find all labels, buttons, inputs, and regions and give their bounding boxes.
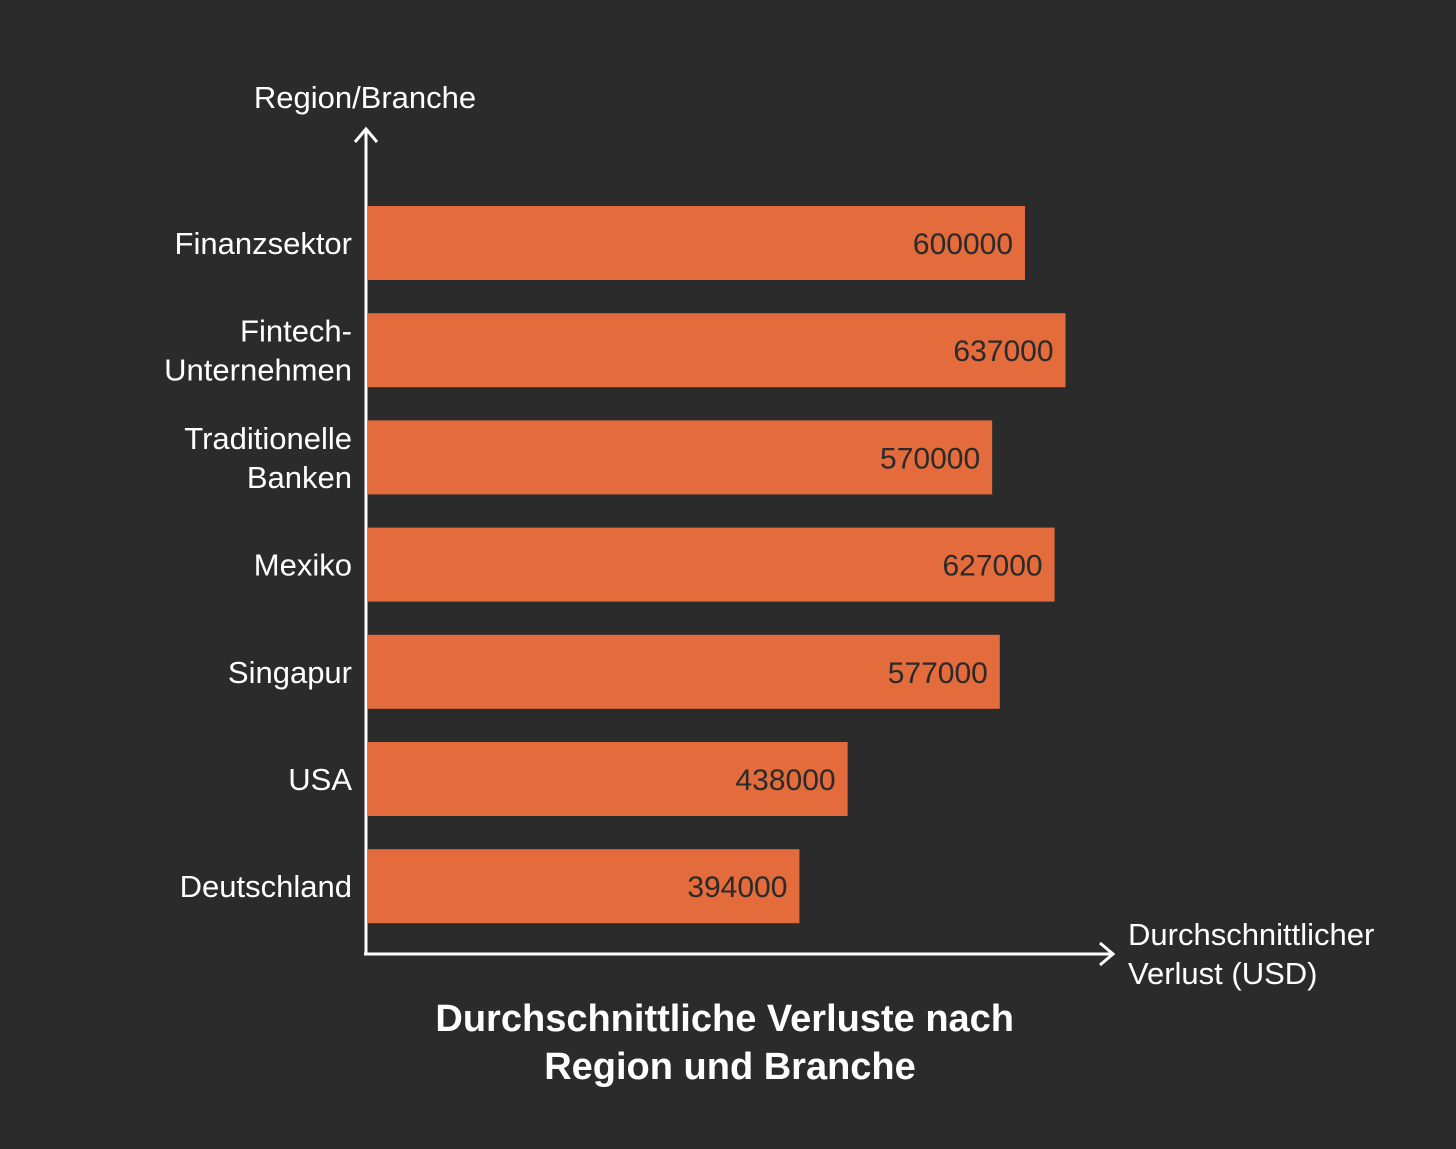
bar-1 [368,313,1066,388]
bar-value-label-0: 600000 [913,228,1013,261]
category-label-2: Traditionelle Banken [184,421,352,495]
category-label-4-line-0: Singapur [228,655,352,690]
category-label-0-line-0: Finanzsektor [175,226,352,261]
bar-5 [368,742,848,816]
chart-title: Durchschnittliche Verluste nach Region u… [435,998,1024,1088]
category-label-5: USA [288,762,352,797]
category-label-1-line-1: Unternehmen [164,353,352,388]
bar-value-label-3: 627000 [942,550,1042,583]
bar-value-label-4: 577000 [888,657,988,690]
bar-group: 600000 Finanzsektor 637000 Fintech- Unterneh… [164,206,1066,924]
bar-6 [368,849,800,924]
category-label-2-line-0: Traditionelle [184,421,352,456]
chart-title-line-2: Region und Branche [544,1046,916,1088]
bar-3 [368,527,1055,602]
category-label-1-line-0: Fintech- [240,314,352,349]
category-label-1: Fintech- Unternehmen [164,314,352,388]
x-axis-arrow-icon [1099,941,1116,967]
y-axis-title: Region/Branche [254,80,476,115]
bar-value-label-6: 394000 [687,871,787,904]
bar-value-label-5: 438000 [736,764,836,797]
bar-4 [368,634,1000,709]
category-label-4: Singapur [228,655,352,690]
x-axis-title: Durchschnittlicher Verlust (USD) [1128,917,1383,991]
bar-2 [368,420,993,495]
category-label-2-line-1: Banken [247,460,352,495]
bar-0 [368,206,1025,280]
bar-value-label-1: 637000 [953,335,1053,368]
x-axis-title-line-1: Durchschnittlicher [1128,917,1374,952]
bar-value-label-2: 570000 [880,442,980,475]
category-label-6-line-0: Deutschland [180,869,352,904]
chart-title-line-1: Durchschnittliche Verluste nach [435,998,1014,1040]
category-label-6: Deutschland [180,869,352,904]
x-axis-title-line-2: Verlust (USD) [1128,956,1317,991]
category-label-5-line-0: USA [288,762,352,797]
category-label-3-line-0: Mexiko [254,548,352,583]
y-axis-arrow-icon [353,126,379,143]
category-label-0: Finanzsektor [175,226,352,261]
category-label-3: Mexiko [254,548,352,583]
